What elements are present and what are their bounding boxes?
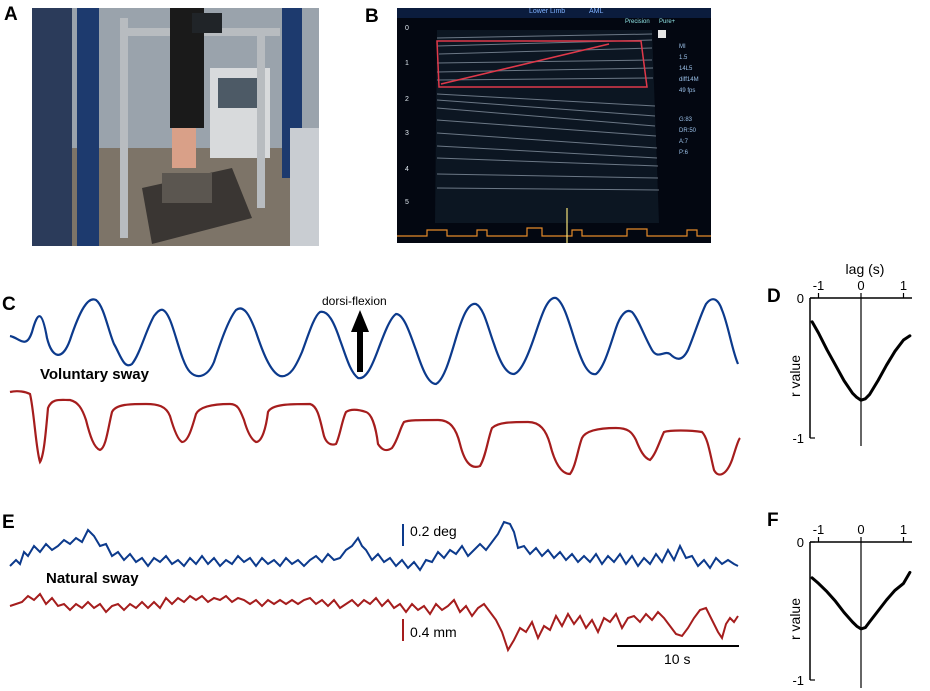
chart-d-x-label: lag (s) — [846, 261, 885, 277]
us-scan — [397, 30, 711, 243]
chart-f-y-tick-label-1: -1 — [792, 673, 804, 688]
chart-d-y-label: r value — [787, 355, 803, 397]
voluntary-sway-traces — [9, 296, 741, 476]
chart-f-y-tick-label-0: 0 — [797, 535, 804, 550]
us-side-text: MI 1.5 14L5 diff14M 49 fps G:83 DR:50 A:… — [679, 42, 699, 159]
ultrasound-image: Lower Limb AML Precision Pure+ 0 1 2 3 4… — [397, 8, 711, 243]
voluntary-angle-trace — [9, 296, 740, 386]
setup-photo-drawing — [32, 8, 319, 246]
panel-letter-e: E — [2, 512, 15, 533]
us-depth-tick-1: 1 — [405, 60, 409, 67]
dorsi-flexion-annotation: dorsi-flexion — [322, 294, 387, 308]
panel-letter-c: C — [2, 294, 16, 315]
chart-f-x-tick-label-2: 1 — [900, 522, 907, 537]
us-side-text-4: 49 fps — [679, 88, 696, 94]
us-label-precision: Precision — [625, 19, 650, 25]
panel-letter-a: A — [4, 4, 18, 25]
chart-d-x-tick-label-0: -1 — [813, 278, 825, 293]
panel-letter-f: F — [767, 510, 779, 531]
chart-d-y-tick-label-1: -1 — [792, 431, 804, 446]
chart-d-x-tick-label-2: 1 — [900, 278, 907, 293]
us-header-left: Lower Limb — [529, 8, 566, 15]
chart-f-x-tick-label-0: -1 — [813, 522, 825, 537]
displacement-scale-label: 0.4 mm — [410, 624, 457, 640]
us-side-text-3: diff14M — [679, 77, 699, 83]
chart-d-xcorr-curve — [810, 320, 912, 402]
us-label-pure: Pure+ — [659, 19, 676, 25]
voluntary-displacement-trace — [9, 390, 741, 476]
us-side-text-0: MI — [679, 44, 686, 50]
chart-f-y-label: r value — [787, 598, 803, 640]
us-depth-tick-2: 2 — [405, 96, 409, 103]
us-side-text-1: 1.5 — [679, 55, 688, 61]
setup-photo — [32, 8, 319, 246]
natural-displacement-trace — [9, 592, 739, 653]
time-scale-bar — [617, 645, 739, 647]
angle-scale-bar — [402, 524, 404, 546]
us-depth-tick-0: 0 — [405, 25, 409, 32]
voluntary-sway-label: Voluntary sway — [40, 366, 149, 383]
chart-d-y-tick-label-0: 0 — [797, 291, 804, 306]
us-side-text-2: 14L5 — [679, 66, 693, 72]
us-depth-tick-4: 4 — [405, 166, 409, 173]
chart-f-xcorr-curve — [810, 570, 912, 631]
us-depth-tick-5: 5 — [405, 199, 409, 206]
chart-d-x-tick-label-1: 0 — [857, 278, 864, 293]
us-side-text-6: DR:50 — [679, 128, 697, 134]
us-header-right: AML — [589, 8, 604, 15]
angle-scale-label: 0.2 deg — [410, 523, 457, 539]
natural-angle-trace — [9, 520, 739, 572]
panel-letter-b: B — [365, 6, 379, 27]
us-side-text-5: G:83 — [679, 117, 693, 123]
us-side-text-8: P:6 — [679, 150, 689, 156]
dorsi-flexion-arrow-icon — [351, 310, 369, 372]
xcorr-chart-f: -1 0 1 0 -1 r value — [787, 522, 912, 688]
natural-sway-label: Natural sway — [46, 570, 139, 587]
chart-f-x-tick-label-1: 0 — [857, 522, 864, 537]
displacement-scale-bar — [402, 619, 404, 641]
time-scale-label: 10 s — [664, 651, 691, 667]
us-side-text-7: A:7 — [679, 139, 689, 145]
natural-sway-traces — [9, 520, 739, 653]
panel-letter-d: D — [767, 286, 781, 307]
us-header-bar — [397, 8, 711, 18]
xcorr-chart-d: -1 0 1 0 -1 lag (s) r value — [787, 261, 912, 446]
us-depth-tick-3: 3 — [405, 130, 409, 137]
